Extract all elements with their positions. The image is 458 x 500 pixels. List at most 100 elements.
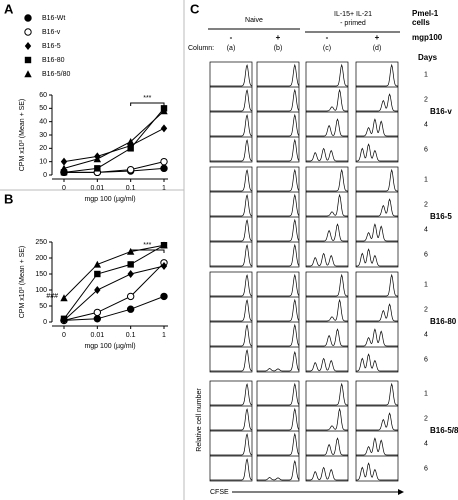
day-label: 1 <box>424 390 428 397</box>
x-axis-label: CFSE <box>210 489 229 496</box>
marker <box>160 164 168 173</box>
marker <box>126 137 135 145</box>
legend-label: B16-5 <box>42 43 61 50</box>
sign: - <box>230 33 233 42</box>
marker <box>93 260 102 268</box>
sign: - <box>326 33 329 42</box>
histogram <box>257 218 300 242</box>
histogram <box>210 408 253 431</box>
y-tick-label: 250 <box>35 239 47 246</box>
day-label: 2 <box>424 415 428 422</box>
histogram <box>306 273 348 297</box>
histogram <box>356 223 398 242</box>
histogram <box>306 63 348 87</box>
header: Pmel-1 <box>412 9 439 18</box>
y-tick-label: 0 <box>43 319 47 326</box>
histogram <box>210 89 253 112</box>
marker <box>126 165 135 174</box>
histogram <box>356 303 398 322</box>
histogram <box>306 407 348 431</box>
histogram <box>257 298 300 322</box>
marker <box>94 165 101 172</box>
y-tick-label: 30 <box>39 132 47 139</box>
marker <box>126 292 135 301</box>
marker <box>93 315 102 323</box>
x-axis-label: mgp 100 (µg/ml) <box>84 343 135 350</box>
histogram <box>356 93 398 112</box>
marker <box>160 262 168 270</box>
marker <box>60 164 68 172</box>
marker <box>24 42 32 50</box>
histogram <box>306 168 348 192</box>
bracket <box>130 249 165 253</box>
marker <box>24 14 32 22</box>
annotation: ### <box>46 293 58 300</box>
marker <box>24 28 32 36</box>
day-label: 4 <box>424 331 428 338</box>
histogram <box>210 244 253 267</box>
column-id: (d) <box>373 45 382 52</box>
x-tick-label: 0.01 <box>91 185 105 192</box>
y-tick-label: 20 <box>39 145 47 152</box>
annotation: *** <box>143 95 151 102</box>
series-line <box>63 265 165 321</box>
histogram <box>306 223 348 242</box>
histogram <box>210 349 253 372</box>
marker <box>60 294 68 302</box>
histogram <box>257 273 300 297</box>
x-tick-label: 0.1 <box>126 332 136 339</box>
histogram <box>306 298 348 322</box>
marker <box>93 308 102 317</box>
histogram <box>356 198 398 217</box>
marker <box>24 56 32 64</box>
marker <box>160 292 168 301</box>
x-tick-label: 1 <box>162 185 166 192</box>
y-tick-label: 10 <box>39 159 47 166</box>
marker <box>127 145 134 152</box>
histogram <box>306 382 348 406</box>
y-tick-label: 200 <box>35 255 47 262</box>
marker <box>94 286 101 294</box>
x-axis-label: mgp 100 (µg/ml) <box>84 196 135 203</box>
x-tick-label: 0.01 <box>91 332 105 339</box>
histogram <box>356 168 398 192</box>
marker <box>126 305 135 313</box>
panel-label: B <box>4 191 13 206</box>
marker <box>160 124 168 133</box>
marker <box>60 169 68 176</box>
day-label: 2 <box>424 201 428 208</box>
header: IL-15+ IL-21 <box>334 11 372 18</box>
column-label: Column: <box>188 45 214 52</box>
legend-label: B16-v <box>42 29 61 36</box>
histogram <box>356 273 398 297</box>
panel-label: A <box>4 1 14 16</box>
histogram <box>356 143 398 162</box>
histogram <box>306 118 348 137</box>
day-label: 2 <box>424 96 428 103</box>
marker <box>60 157 68 166</box>
day-label: 4 <box>424 121 428 128</box>
histogram <box>210 299 253 322</box>
histogram <box>356 353 398 372</box>
day-label: 6 <box>424 356 428 363</box>
histogram <box>306 466 348 481</box>
header: mgp100 <box>412 33 443 42</box>
histogram <box>210 274 253 297</box>
y-tick-label: 50 <box>39 303 47 310</box>
legend-label: B16-5/80 <box>42 71 71 78</box>
header: - primed <box>340 20 366 27</box>
x-tick-label: 0 <box>62 185 66 192</box>
y-tick-label: 150 <box>35 271 47 278</box>
histogram <box>210 114 253 137</box>
histogram <box>306 147 348 162</box>
series-line <box>63 244 165 299</box>
day-label: 6 <box>424 146 428 153</box>
histogram <box>210 194 253 217</box>
histogram <box>257 138 300 162</box>
histogram <box>356 248 398 267</box>
legend-label: B16-Wt <box>42 15 65 22</box>
histogram <box>356 412 398 431</box>
y-axis-label: Relative cell number <box>196 388 203 452</box>
histogram <box>210 324 253 347</box>
